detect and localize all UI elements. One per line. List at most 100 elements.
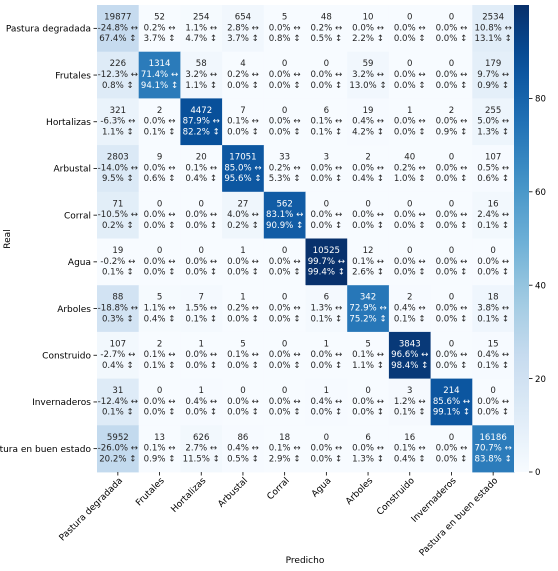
- cell-count-label: 1: [324, 386, 329, 396]
- cell-row-percent-label: -26.0% ↔: [98, 444, 138, 454]
- y-tick-label: Construido: [42, 351, 91, 361]
- cell-row-percent-label: 3.8% ↔: [477, 304, 509, 314]
- cell-col-percent-label: 0.0% ↕: [185, 221, 217, 231]
- cell-row-percent-label: 96.6% ↔: [391, 350, 428, 360]
- cell-row-percent-label: 71.4% ↔: [141, 70, 178, 80]
- cell-count-label: 18: [279, 433, 290, 443]
- cell-row-percent-label: 0.0% ↔: [352, 210, 384, 220]
- heatmap-cell: [305, 378, 348, 426]
- cell-row-percent-label: 1.1% ↔: [144, 304, 176, 314]
- cell-col-percent-label: 3.7% ↕: [227, 34, 259, 44]
- cell-col-percent-label: 0.1% ↕: [310, 128, 342, 138]
- cell-col-percent-label: 0.1% ↕: [394, 314, 426, 324]
- cell-col-percent-label: 0.2% ↕: [102, 221, 134, 231]
- cell-col-percent-label: 0.0% ↕: [436, 34, 468, 44]
- cell-col-percent-label: 0.0% ↕: [269, 361, 301, 371]
- y-tick-label: Corral: [64, 211, 91, 221]
- cell-row-percent-label: 4.0% ↔: [227, 210, 259, 220]
- cell-col-percent-label: 83.8% ↕: [475, 454, 512, 464]
- cell-count-label: 86: [237, 433, 248, 443]
- cell-col-percent-label: 11.5% ↕: [183, 454, 220, 464]
- cell-row-percent-label: 0.1% ↔: [310, 117, 342, 127]
- cell-col-percent-label: 0.0% ↕: [227, 268, 259, 278]
- cell-count-label: 0: [449, 153, 454, 163]
- cell-row-percent-label: 0.4% ↔: [477, 350, 509, 360]
- heatmap-cell: [388, 5, 431, 53]
- cell-col-percent-label: 0.9% ↕: [144, 454, 176, 464]
- cell-count-label: 7: [199, 293, 204, 303]
- heatmap-cell: [180, 51, 223, 99]
- cell-row-percent-label: 0.0% ↔: [227, 397, 259, 407]
- cell-count-label: 1: [199, 339, 204, 349]
- cell-col-percent-label: 0.0% ↕: [436, 174, 468, 184]
- cell-row-percent-label: 99.7% ↔: [308, 257, 345, 267]
- cell-count-label: 0: [449, 246, 454, 256]
- cell-col-percent-label: 0.0% ↕: [394, 128, 426, 138]
- cell-col-percent-label: 0.4% ↕: [185, 174, 217, 184]
- cell-count-label: 13: [154, 433, 165, 443]
- cell-count-label: 0: [157, 199, 162, 209]
- cell-count-label: 2803: [107, 153, 129, 163]
- cell-row-percent-label: 0.2% ↔: [227, 304, 259, 314]
- heatmap-cell: [472, 51, 515, 99]
- cell-col-percent-label: 0.2% ↕: [227, 221, 259, 231]
- cell-count-label: 321: [110, 106, 126, 116]
- cell-col-percent-label: 1.3% ↕: [477, 128, 509, 138]
- heatmap-cell: [263, 191, 306, 239]
- cell-count-label: 179: [485, 59, 501, 69]
- cell-row-percent-label: 85.6% ↔: [433, 397, 470, 407]
- cell-count-label: 0: [240, 386, 245, 396]
- cell-count-label: 0: [282, 339, 287, 349]
- cell-row-percent-label: 0.4% ↔: [352, 117, 384, 127]
- cell-count-label: 27: [237, 199, 248, 209]
- cell-row-percent-label: 0.0% ↔: [310, 163, 342, 173]
- cell-col-percent-label: 0.1% ↕: [102, 408, 134, 418]
- y-tick-label: Agua: [68, 258, 91, 268]
- cell-count-label: 15: [488, 339, 499, 349]
- cell-count-label: 0: [324, 59, 329, 69]
- heatmap-cell: [305, 191, 348, 239]
- y-tick-label: Frutales: [55, 71, 91, 81]
- heatmap-cell: [472, 378, 515, 426]
- heatmap-cell: [263, 5, 306, 53]
- heatmap-cell: [97, 331, 140, 379]
- heatmap-cell: [138, 145, 181, 193]
- heatmap-cell: [430, 145, 473, 193]
- x-tick-labels: Pastura degradada Frutales Hortalizas Arbus…: [58, 472, 501, 559]
- heatmap-cell: [97, 191, 140, 239]
- colorbar-tick-label: 60: [535, 188, 546, 198]
- cell-col-percent-label: 0.9% ↕: [477, 81, 509, 91]
- cell-row-percent-label: -0.2% ↔: [100, 257, 135, 267]
- cell-count-label: 6: [365, 433, 370, 443]
- cell-count-label: 1: [240, 293, 245, 303]
- cell-row-percent-label: 0.0% ↔: [144, 210, 176, 220]
- cell-row-percent-label: 0.0% ↔: [394, 117, 426, 127]
- heatmap-cell: [305, 98, 348, 146]
- heatmap-cell: [97, 378, 140, 426]
- cell-count-label: 1: [199, 386, 204, 396]
- cell-count-label: 40: [404, 153, 415, 163]
- y-tick-label: Hortalizas: [46, 118, 91, 128]
- heatmap-cell: [430, 378, 473, 426]
- cell-row-percent-label: 0.0% ↔: [477, 397, 509, 407]
- cell-col-percent-label: 0.6% ↕: [477, 174, 509, 184]
- cell-count-label: 0: [199, 246, 204, 256]
- cell-col-percent-label: 0.0% ↕: [227, 408, 259, 418]
- heatmap-cell: [222, 331, 265, 379]
- heatmap-cell: [347, 238, 390, 286]
- cell-count-label: 0: [282, 293, 287, 303]
- heatmap-cell: [263, 238, 306, 286]
- cell-row-percent-label: 0.0% ↔: [394, 23, 426, 33]
- cell-count-label: 52: [154, 13, 165, 23]
- cell-col-percent-label: 0.1% ↕: [477, 361, 509, 371]
- cell-col-percent-label: 0.0% ↕: [144, 408, 176, 418]
- cell-count-label: 10: [363, 13, 374, 23]
- cell-count-label: 0: [407, 13, 412, 23]
- cell-row-percent-label: 0.0% ↔: [269, 397, 301, 407]
- cell-count-label: 0: [490, 246, 495, 256]
- cell-row-percent-label: 0.0% ↔: [436, 444, 468, 454]
- cell-col-percent-label: 0.0% ↕: [185, 361, 217, 371]
- heatmap-cell: [472, 98, 515, 146]
- cell-col-percent-label: 0.0% ↕: [436, 361, 468, 371]
- cell-col-percent-label: 0.0% ↕: [477, 268, 509, 278]
